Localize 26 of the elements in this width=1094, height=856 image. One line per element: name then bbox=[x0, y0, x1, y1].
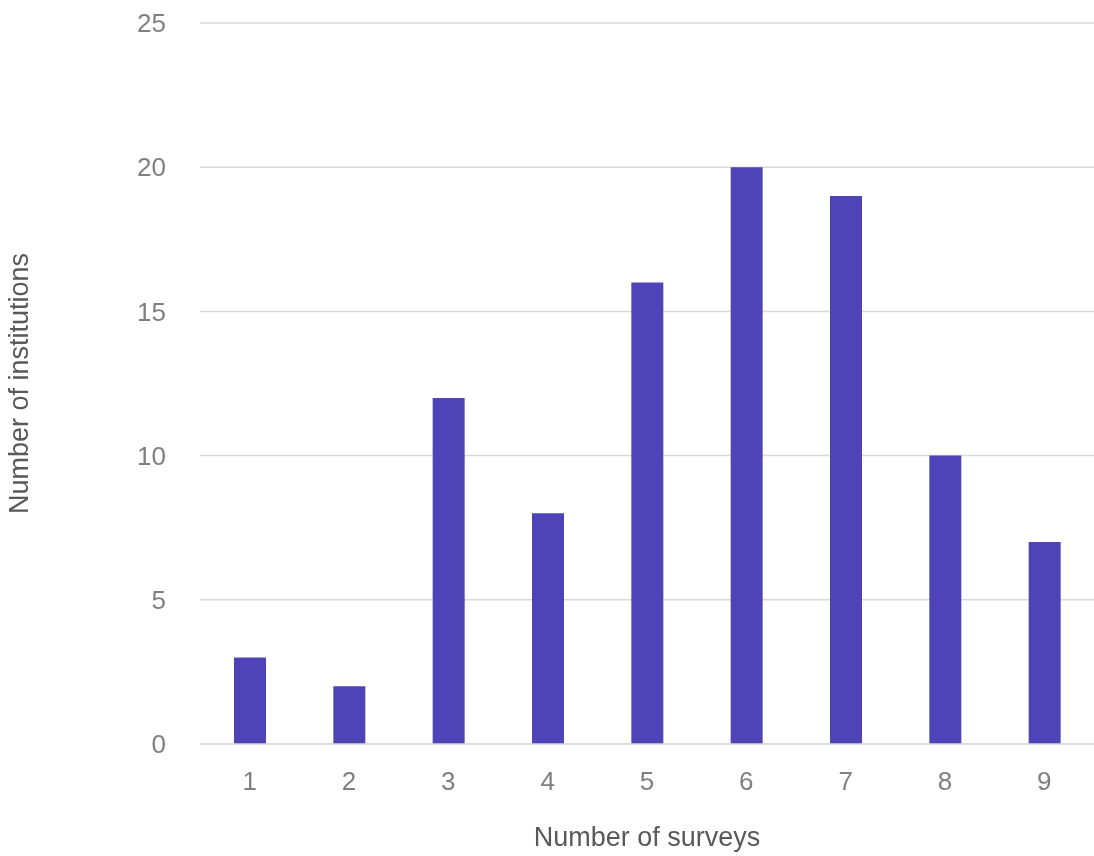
bar bbox=[532, 513, 564, 744]
y-tick-label: 20 bbox=[137, 152, 166, 183]
x-tick-label: 2 bbox=[341, 766, 357, 797]
bar bbox=[631, 282, 664, 744]
bar bbox=[929, 455, 962, 744]
bar bbox=[830, 196, 862, 744]
y-tick-label: 5 bbox=[151, 585, 166, 616]
x-tick-label: 9 bbox=[1037, 766, 1052, 797]
x-tick-label: 3 bbox=[441, 766, 456, 797]
bar bbox=[730, 167, 763, 744]
y-tick-label: 25 bbox=[137, 8, 166, 39]
y-tick-label: 10 bbox=[137, 440, 166, 471]
bar bbox=[333, 686, 366, 744]
x-tick-label: 6 bbox=[739, 766, 754, 797]
x-axis-title: Number of surveys bbox=[533, 822, 761, 852]
x-tick-label: 7 bbox=[838, 766, 853, 797]
x-tick-label: 1 bbox=[242, 766, 257, 797]
bar bbox=[432, 397, 465, 744]
bar bbox=[234, 657, 266, 744]
y-tick-label: 0 bbox=[151, 729, 166, 760]
x-tick-label: 5 bbox=[639, 766, 655, 797]
bar bbox=[1028, 542, 1061, 744]
y-axis-title: Number of institutions bbox=[3, 252, 34, 515]
x-tick-label: 8 bbox=[937, 766, 953, 797]
x-tick-label: 4 bbox=[540, 766, 555, 797]
y-tick-label: 15 bbox=[137, 296, 166, 327]
